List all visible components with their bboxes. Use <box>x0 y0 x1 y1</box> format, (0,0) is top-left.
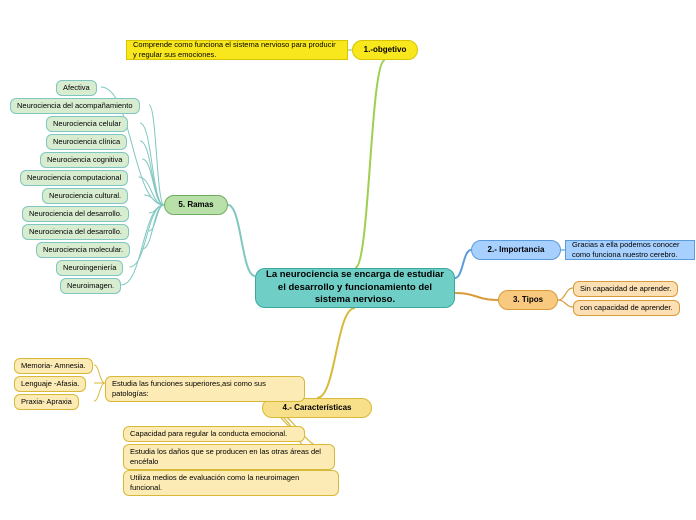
ramas-leaf-7: Neurociencia del desarrollo. <box>22 206 129 222</box>
caracteristicas-sub-leaf-2: Praxia- Apraxia <box>14 394 79 410</box>
caracteristicas-sub-leaf-1: Lenguaje -Afasia. <box>14 376 86 392</box>
ramas-leaf-8: Neurociencia del desarrollo. <box>22 224 129 240</box>
branch-ramas: 5. Ramas <box>164 195 228 215</box>
branch-objetivo: 1.-obgetivo <box>352 40 418 60</box>
branch-importancia: 2.- Importancia <box>471 240 561 260</box>
tipos-leaf-1: con capacidad de aprender. <box>573 300 680 316</box>
caracteristicas-leaf-1: Estudia los daños que se producen en las… <box>123 444 335 470</box>
objetivo-note: Comprende como funciona el sistema nervi… <box>126 40 348 60</box>
tipos-leaf-0: Sin capacidad de aprender. <box>573 281 678 297</box>
ramas-leaf-2: Neurociencia celular <box>46 116 128 132</box>
caracteristicas-leaf-2: Utiliza medios de evaluación como la neu… <box>123 470 339 496</box>
ramas-leaf-11: Neuroimagen. <box>60 278 121 294</box>
ramas-leaf-1: Neurociencia del acompañamiento <box>10 98 140 114</box>
importancia-note: Gracias a ella podemos conocer como func… <box>565 240 695 260</box>
ramas-leaf-10: Neuroingeniería <box>56 260 123 276</box>
ramas-leaf-9: Neurociencia molecular. <box>36 242 130 258</box>
ramas-leaf-3: Neurociencia clínica <box>46 134 127 150</box>
caracteristicas-sub: Estudia las funciones superiores,asi com… <box>105 376 305 402</box>
ramas-leaf-0: Afectiva <box>56 80 97 96</box>
ramas-leaf-5: Neurociencia computacional <box>20 170 128 186</box>
ramas-leaf-4: Neurociencia cognitiva <box>40 152 129 168</box>
ramas-leaf-6: Neurociencia cultural. <box>42 188 128 204</box>
caracteristicas-leaf-0: Capacidad para regular la conducta emoci… <box>123 426 305 442</box>
caracteristicas-sub-leaf-0: Memoria- Amnesia. <box>14 358 93 374</box>
branch-tipos: 3. Tipos <box>498 290 558 310</box>
center-node: La neurociencia se encarga de estudiar e… <box>255 268 455 308</box>
